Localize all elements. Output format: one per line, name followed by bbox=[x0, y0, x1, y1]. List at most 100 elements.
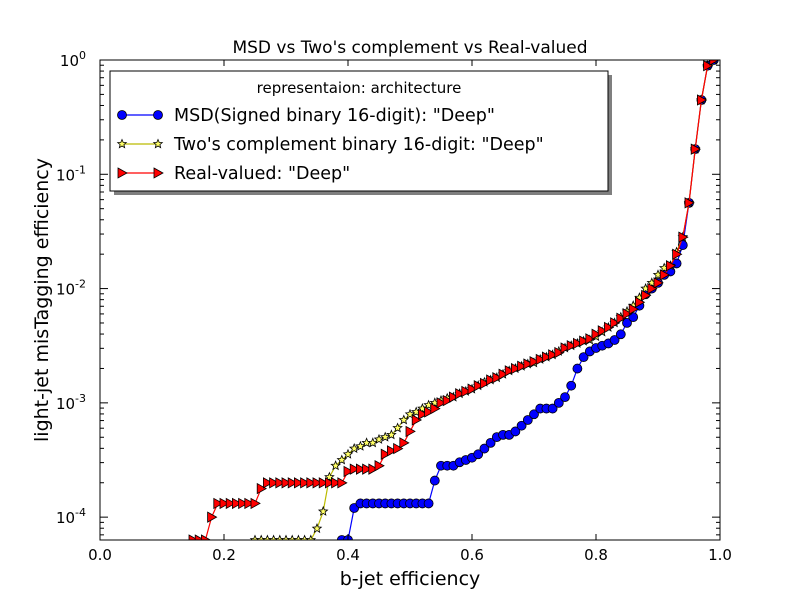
data-point bbox=[380, 448, 392, 460]
data-point bbox=[232, 497, 243, 510]
data-point bbox=[379, 431, 391, 442]
data-point bbox=[424, 406, 435, 418]
data-point bbox=[337, 477, 348, 489]
data-point bbox=[275, 477, 286, 489]
data-point bbox=[628, 303, 640, 315]
data-point bbox=[343, 465, 354, 478]
data-point bbox=[250, 497, 261, 510]
data-point bbox=[281, 477, 292, 489]
x-tick-label: 1.0 bbox=[708, 546, 732, 564]
data-point bbox=[405, 425, 416, 438]
legend-marker bbox=[152, 138, 164, 149]
data-point bbox=[553, 397, 564, 408]
x-tick-label: 0.2 bbox=[212, 546, 236, 564]
data-point bbox=[622, 308, 633, 320]
data-point bbox=[610, 317, 621, 329]
data-point bbox=[615, 329, 626, 340]
data-point bbox=[659, 269, 671, 281]
data-point bbox=[207, 511, 218, 523]
legend-box bbox=[109, 70, 609, 192]
data-point bbox=[219, 497, 230, 510]
data-point bbox=[672, 248, 683, 260]
data-point bbox=[429, 475, 440, 486]
data-point bbox=[591, 328, 602, 340]
data-point bbox=[411, 414, 423, 426]
data-point bbox=[485, 437, 496, 448]
data-point bbox=[430, 402, 441, 415]
data-point bbox=[678, 231, 689, 243]
data-point bbox=[511, 362, 522, 375]
data-point bbox=[498, 368, 509, 380]
data-point bbox=[628, 312, 639, 323]
data-point bbox=[374, 460, 385, 472]
data-point bbox=[263, 477, 274, 489]
series-2 bbox=[188, 60, 720, 540]
data-point bbox=[449, 391, 460, 403]
data-point bbox=[585, 333, 596, 345]
data-point bbox=[362, 463, 373, 475]
data-point bbox=[305, 534, 317, 540]
data-point bbox=[690, 143, 702, 155]
data-point bbox=[225, 497, 237, 510]
data-point bbox=[331, 477, 342, 489]
data-point bbox=[709, 60, 720, 66]
data-point bbox=[356, 463, 367, 475]
legend-marker bbox=[153, 110, 163, 120]
data-point bbox=[517, 360, 528, 372]
data-point bbox=[609, 335, 620, 345]
legend-entry: Real-valued: "Deep" bbox=[117, 164, 350, 184]
data-point bbox=[641, 289, 652, 302]
data-point bbox=[597, 325, 609, 337]
data-point bbox=[529, 356, 540, 368]
data-point bbox=[386, 429, 397, 440]
data-point bbox=[238, 497, 249, 510]
legend: representaion: architecture MSD(Signed b… bbox=[109, 70, 612, 195]
y-axis-label: light-jet misTagging efficiency bbox=[31, 158, 53, 442]
data-point bbox=[492, 372, 503, 384]
data-point bbox=[367, 437, 379, 448]
data-point bbox=[548, 349, 559, 361]
legend-marker bbox=[116, 138, 128, 149]
legend-marker bbox=[153, 167, 164, 179]
x-axis-label: b-jet efficiency bbox=[340, 568, 481, 590]
data-point bbox=[355, 440, 366, 451]
data-point bbox=[647, 282, 658, 295]
data-point bbox=[547, 403, 558, 414]
data-point bbox=[529, 409, 539, 420]
series-layer bbox=[188, 60, 720, 540]
data-point bbox=[393, 442, 404, 455]
chart-title: MSD vs Two's complement vs Real-valued bbox=[232, 38, 587, 58]
data-point bbox=[616, 312, 627, 324]
data-point bbox=[348, 443, 360, 454]
data-point bbox=[579, 335, 590, 347]
x-tick-label: 0.0 bbox=[88, 546, 112, 564]
data-point bbox=[442, 394, 454, 407]
data-point bbox=[635, 296, 646, 308]
data-point bbox=[480, 377, 491, 390]
data-point bbox=[560, 342, 571, 354]
data-point bbox=[317, 505, 329, 516]
x-tick-label: 0.4 bbox=[336, 546, 360, 564]
data-point bbox=[387, 445, 398, 457]
data-point bbox=[560, 392, 570, 403]
x-tick-label: 0.6 bbox=[460, 546, 484, 564]
data-point bbox=[461, 385, 472, 398]
legend-label: MSD(Signed binary 16-digit): "Deep" bbox=[174, 106, 495, 126]
data-point bbox=[516, 420, 527, 431]
data-point bbox=[467, 383, 478, 395]
data-point bbox=[325, 477, 336, 489]
data-point bbox=[566, 380, 577, 391]
data-point bbox=[622, 317, 632, 328]
y-tick-label: 10-3 bbox=[56, 392, 86, 413]
data-point bbox=[604, 321, 615, 334]
data-point bbox=[572, 363, 583, 374]
y-axis: 10-4 10-3 10-2 10-1 100 bbox=[56, 49, 720, 536]
data-point bbox=[392, 422, 403, 433]
x-tick-label: 0.8 bbox=[584, 546, 608, 564]
data-point bbox=[423, 498, 434, 509]
data-point bbox=[522, 415, 533, 425]
data-point bbox=[300, 477, 311, 489]
legend-label: Two's complement binary 16-digit: "Deep" bbox=[173, 135, 544, 155]
data-point bbox=[455, 388, 466, 400]
y-tick-label: 10-1 bbox=[56, 163, 86, 184]
